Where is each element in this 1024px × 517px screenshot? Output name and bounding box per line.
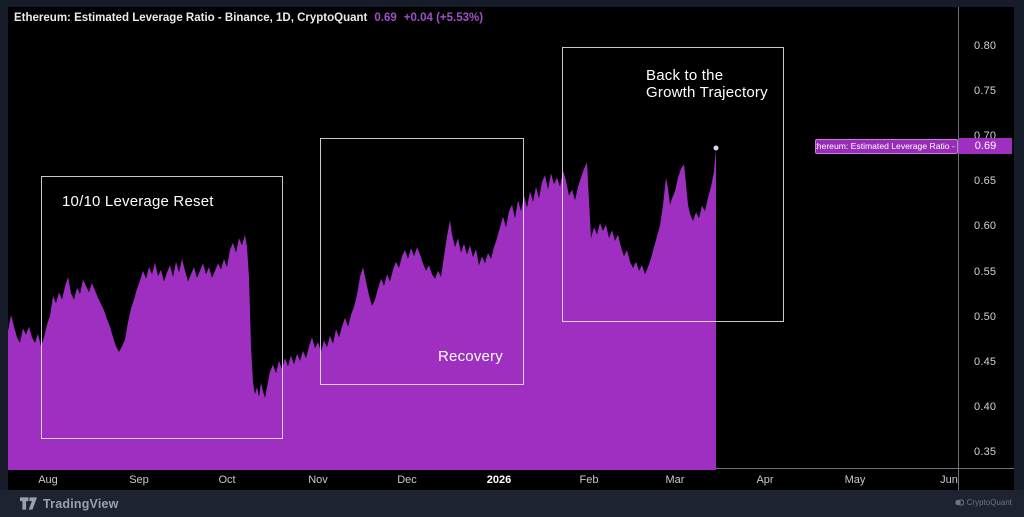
price-tick-label: 0.65	[974, 175, 997, 188]
time-tick-label: Apr	[756, 474, 774, 486]
cryptoquant-watermark: CryptoQuant	[955, 498, 1012, 507]
annotation-box[interactable]	[41, 176, 283, 439]
tradingview-brand-link[interactable]: TradingView	[20, 497, 119, 511]
price-axis-border	[958, 7, 959, 490]
time-tick-label: Jun	[940, 474, 958, 486]
price-tick-label: 0.45	[974, 355, 997, 368]
time-tick-label: Dec	[397, 474, 417, 486]
time-tick-label: Aug	[38, 474, 58, 486]
price-change: +0.04 (+5.53%)	[403, 12, 484, 24]
bottom-toolbar: TradingView CryptoQuant	[0, 490, 1024, 517]
price-tick-label: 0.50	[974, 310, 997, 323]
annotation-label: Back to the Growth Trajectory	[646, 67, 768, 101]
price-tick-label: 0.40	[974, 400, 997, 413]
price-tick-label: 0.75	[974, 85, 997, 98]
cryptoquant-watermark-text: CryptoQuant	[966, 498, 1012, 507]
price-tick-label: 0.55	[974, 265, 997, 278]
last-point-dot	[713, 145, 719, 151]
symbol-title: Ethereum: Estimated Leverage Ratio - Bin…	[14, 12, 368, 24]
time-tick-label: 2026	[486, 474, 512, 486]
price-tick-label: 0.80	[974, 40, 997, 52]
price-tick-label: 0.60	[974, 220, 997, 233]
chart-legend[interactable]: Ethereum: Estimated Leverage Ratio - Bin…	[14, 10, 483, 26]
time-tick-label: Mar	[665, 474, 685, 486]
time-tick-label: May	[844, 474, 866, 486]
price-tick-label: 0.35	[974, 445, 997, 458]
series-price-label: Ethereum: Estimated Leverage Ratio - ...	[815, 138, 958, 154]
annotation-label: Recovery	[438, 348, 503, 365]
tradingview-logo-text: TradingView	[43, 496, 119, 511]
leverage-ratio-area-series	[8, 148, 716, 470]
last-price: 0.69	[374, 12, 397, 24]
time-tick-label: Nov	[308, 474, 328, 486]
annotation-box[interactable]	[320, 138, 524, 385]
price-scale[interactable]: 0.80 0.75 0.70 0.65 0.60 0.55 0.50 0.45 0.40 0.35	[959, 7, 1014, 468]
time-tick-label: Oct	[218, 474, 236, 486]
annotation-box[interactable]	[562, 47, 784, 322]
tradingview-logo-icon	[20, 497, 37, 510]
annotation-label: 10/10 Leverage Reset	[62, 193, 214, 210]
cryptoquant-logo-icon	[955, 499, 964, 506]
time-axis[interactable]: Aug Sep Oct Nov Dec 2026 Feb Mar Apr May Jun	[8, 469, 958, 490]
time-tick-label: Sep	[129, 474, 149, 486]
last-price-axis-label: 0.69	[959, 138, 1012, 155]
time-tick-label: Feb	[579, 474, 599, 486]
